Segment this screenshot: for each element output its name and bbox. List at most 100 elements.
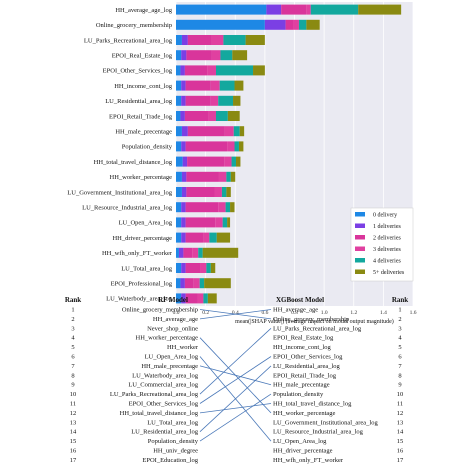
y-tick-label: EPOI_Other_Services_log [103,68,173,75]
rank-left: 4 [71,335,75,342]
bar-segment [298,19,307,30]
rank-link-line [199,403,272,414]
rf-feature: LU_Total_area_log [147,419,199,426]
rank-left: 1 [71,307,74,314]
rank-right: 7 [398,363,402,370]
xgb-feature: Online_grocery_membership [273,316,349,323]
rank-right: 10 [397,391,404,398]
y-tick-label: LU_Total_area_log [121,265,173,272]
rank-right: 15 [397,438,404,445]
xgb-feature: HH_average_age [273,307,318,314]
bar-segment [176,19,265,30]
bar-segment [224,156,232,167]
bar-segment [181,263,186,273]
bar-segment [207,65,216,76]
rank-left: 3 [71,325,74,332]
bar-segment [225,202,231,213]
bar-segment [176,65,181,76]
bar-segment [281,4,307,15]
y-tick-label: EPOI_Professional_log [111,281,173,288]
rank-link-line [199,365,272,386]
bar-segment [180,111,185,121]
bar-segment [220,50,233,61]
xgb-feature: HH_wfh_only_FT_worker [273,457,344,464]
bar-segment [203,293,208,304]
legend-label: 3 deliveries [373,247,401,253]
bar-segment [211,50,221,61]
bar-segment [176,111,181,121]
bar-segment [245,35,265,45]
legend-swatch [355,235,365,240]
bar-segment [197,293,204,304]
bar-segment [211,35,224,45]
bar-segment [187,126,225,137]
legend-label: 2 deliveries [373,236,401,242]
bar-segment [181,232,186,243]
bar-segment [264,19,286,30]
bar-segment [208,111,216,121]
rank-right-header: Rank [392,296,408,304]
y-tick-label: HH_driver_percentage [112,235,172,242]
bar-segment [181,95,186,106]
rf-feature: LU_Commercial_area_log [128,382,198,389]
x-tick-label: 0.0 [173,310,180,316]
rank-right: 8 [398,372,401,379]
bar-segment [235,156,241,167]
y-tick-label: Population_density [122,144,173,151]
xgb-feature: HH_income_cont_log [273,344,332,351]
xgb-feature: EPOI_Retail_Trade_log [273,372,337,379]
bar-segment [215,111,228,121]
bar-segment [231,156,236,167]
bar-segment [176,171,182,182]
bar-segment [176,50,182,61]
rank-right: 1 [398,307,401,314]
xgb-feature: LU_Government_Institutional_area_log [273,419,378,426]
bar-segment [215,217,223,228]
rf-model-header: RF Model [158,296,188,304]
bar-segment [181,35,188,45]
bar-segment [187,35,212,45]
bar-segment [238,141,244,152]
bar-segment [193,278,200,289]
bar-segment [234,80,244,91]
bar-segment [210,263,216,273]
bar-segment [181,217,186,228]
bar-segment [176,95,182,106]
rf-feature: EPOI_Education_log [142,457,198,464]
bar-segment [293,19,299,30]
xgb-feature: HH_male_precentage [273,382,330,389]
bar-segment [181,187,187,197]
y-tick-label: LU_Parks_Recreational_area_log [84,37,173,44]
rank-left: 6 [71,354,75,361]
shap-bar-chart: 0.0 0.2 0.4 0.6 0.8 1.0 1.2 1.4 1.6 HH_average_ag… [67,2,417,325]
bar-segment [198,247,203,258]
bar-segment [176,278,181,289]
bar-segment [204,278,231,289]
y-tick-label: HH_average_age_log [115,7,172,14]
xgb-feature: EPOI_Real_Estate_log [273,335,334,342]
bar-segment [181,141,186,152]
bar-segment [210,95,219,106]
rank-right: 5 [398,344,401,351]
xgb-feature: HH_driver_percentage [273,448,333,455]
bar-segment [181,126,188,137]
legend-swatch [355,269,365,274]
bar-segment [176,126,182,137]
bar-segment [202,247,239,258]
y-tick-label: LU_Residential_area_log [105,98,173,105]
xgb-feature: Population_density [273,391,324,398]
bar-segment [230,171,236,182]
bar-segment [224,126,234,137]
rf-feature: HH_worker [167,344,199,351]
y-tick-label: LU_Government_Institutional_area_log [67,189,172,196]
bar-segment [233,126,240,137]
rank-link-line [199,356,272,404]
bar-segment [253,65,265,76]
bar-segment [181,171,187,182]
rank-right: 12 [397,410,404,417]
y-tick-label: HH_male_precentage [115,129,172,136]
bar-segment [176,293,182,304]
bar-segment [181,202,186,213]
rf-feature: Never_shop_online [147,325,198,332]
